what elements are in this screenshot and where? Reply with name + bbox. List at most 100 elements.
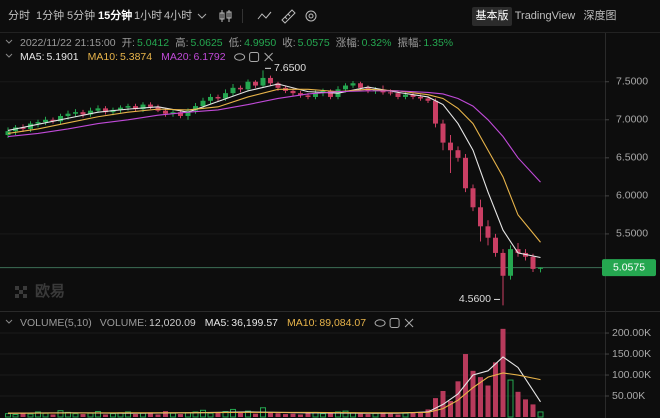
volume-bar: [537, 411, 544, 418]
volume-bar: [103, 414, 108, 417]
dropdown-chevron[interactable]: [197, 13, 207, 19]
volume-value: 12,020.09: [149, 317, 196, 329]
candle-body: [95, 108, 101, 111]
candle-body: [530, 256, 536, 269]
volume-bar: [57, 410, 64, 418]
candle-body: [253, 81, 258, 86]
settings-icon-core: [308, 13, 314, 19]
candle-body: [358, 83, 363, 88]
volume-bar: [192, 411, 199, 418]
volume-bar: [358, 413, 363, 417]
view-tab[interactable]: TradingView: [515, 10, 576, 22]
candle-body: [88, 110, 93, 115]
volume-bar: [410, 412, 416, 417]
candle-body: [455, 150, 461, 158]
legend-value: 6.1792: [193, 51, 225, 63]
legend-label: MA5:: [205, 317, 230, 329]
candle-icon[interactable]: [219, 10, 232, 22]
volume-bar: [507, 379, 514, 418]
visibility-icon[interactable]: [374, 319, 386, 327]
volume-bar: [200, 409, 206, 418]
candle-body: [343, 85, 348, 90]
watermark: 欧易: [35, 282, 65, 300]
volume-bar: [523, 399, 528, 417]
volume-bar: [365, 414, 371, 417]
visibility-icon[interactable]: [234, 53, 246, 61]
volume-label: VOLUME:: [100, 317, 147, 329]
view-tab[interactable]: 深度图: [584, 8, 617, 22]
candle-body: [125, 106, 131, 108]
candle-body: [470, 188, 476, 208]
volume-bar: [163, 411, 168, 417]
interval-tab[interactable]: 15分钟: [98, 8, 132, 22]
candle-body: [463, 157, 468, 189]
interval-tab[interactable]: 分时: [8, 9, 30, 22]
volume-bar: [230, 408, 236, 418]
y-tick-label: 200.00K: [612, 327, 651, 339]
ruler-icon[interactable]: [281, 9, 296, 24]
legend-value: 5.3874: [120, 51, 152, 63]
collapse-icon[interactable]: [5, 319, 13, 324]
y-tick-label: 6.5000: [616, 152, 648, 164]
volume-bar: [493, 362, 498, 417]
interval-tab[interactable]: 1小时: [134, 9, 162, 22]
legend-label: MA5:: [20, 51, 45, 63]
info-value: 5.0575: [298, 37, 330, 49]
volume-bar: [245, 410, 251, 418]
volume-bar: [72, 413, 79, 418]
volume-bar: [290, 413, 296, 417]
candle-body: [50, 119, 56, 122]
candle-body: [433, 100, 438, 124]
volume-bar: [50, 414, 56, 417]
volume-bar: [515, 391, 521, 417]
volume-bar: [80, 414, 86, 417]
legend-value: 5.1901: [47, 51, 79, 63]
candle-body: [245, 81, 251, 90]
collapse-icon[interactable]: [5, 39, 13, 44]
volume-bar: [463, 354, 468, 417]
volume-bar: [20, 412, 26, 417]
volume-bar: [448, 401, 453, 417]
candle-body: [418, 96, 423, 99]
candle-body: [515, 249, 521, 253]
collapse-icon[interactable]: [5, 53, 13, 58]
volume-bar: [433, 398, 438, 417]
candle-body: [208, 96, 213, 101]
candle-body: [238, 87, 243, 90]
line-tool-icon[interactable]: [257, 11, 272, 20]
settings-icon[interactable]: [305, 10, 317, 22]
interval-tab[interactable]: 4小时: [164, 9, 192, 22]
view-tab[interactable]: 基本版: [476, 8, 509, 22]
volume-bar: [133, 414, 138, 417]
candle-body: [305, 95, 311, 97]
candle-body: [500, 252, 506, 276]
candle-body: [163, 110, 168, 114]
volume-bar: [215, 412, 221, 417]
candle-body: [43, 119, 48, 123]
candle-body: [493, 237, 498, 253]
volume-bar: [335, 411, 341, 418]
candle-body: [268, 77, 273, 84]
info-value: 5.0625: [191, 37, 223, 49]
candle-body: [508, 249, 513, 276]
candle-body: [448, 142, 453, 151]
legend-value: 89,084.07: [319, 317, 366, 329]
candle-body: [313, 93, 318, 97]
candle-body: [403, 94, 408, 97]
settings-icon[interactable]: [389, 318, 400, 328]
candle-body: [73, 112, 78, 114]
volume-bar: [298, 414, 303, 417]
interval-tab[interactable]: 5分钟: [67, 8, 95, 22]
volume-bar: [530, 404, 536, 417]
close-icon[interactable]: [264, 52, 273, 62]
volume-title: VOLUME(5,10): [20, 317, 92, 329]
candle-body: [193, 106, 198, 111]
ma-line: [7, 90, 541, 183]
close-icon[interactable]: [404, 318, 414, 328]
interval-tab[interactable]: 1分钟: [36, 8, 64, 22]
active-view-bg: [472, 7, 512, 26]
last-price-tag: [602, 259, 656, 277]
volume-bar: [5, 413, 11, 418]
candle-body: [395, 93, 401, 97]
settings-icon[interactable]: [249, 52, 260, 62]
